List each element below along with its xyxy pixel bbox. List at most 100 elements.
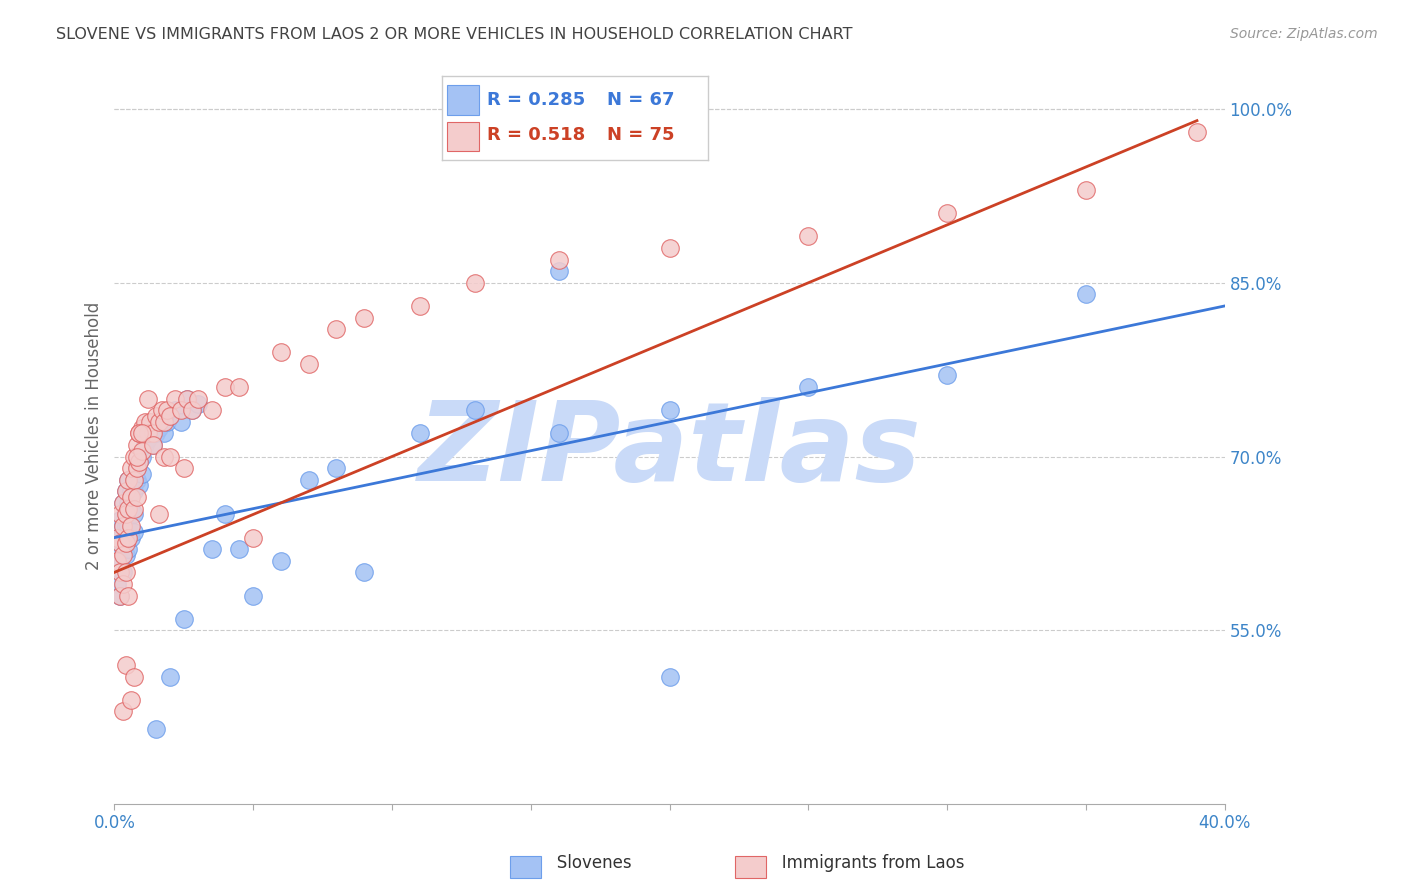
Point [142, 426, 165, 441]
Point [136, 392, 159, 406]
Point [409, 299, 432, 313]
Point [464, 403, 486, 417]
Point [153, 450, 176, 464]
Point [128, 478, 150, 492]
Point [181, 403, 204, 417]
Point [111, 496, 134, 510]
Point [136, 432, 159, 446]
Point [114, 519, 136, 533]
Point [145, 426, 167, 441]
Point [128, 455, 150, 469]
Point [108, 589, 131, 603]
Point [108, 536, 131, 550]
Point [797, 380, 820, 394]
Point [105, 554, 128, 568]
Point [108, 554, 131, 568]
Point [145, 722, 167, 736]
Point [173, 461, 195, 475]
Point [200, 403, 222, 417]
Point [111, 519, 134, 533]
Point [148, 508, 170, 522]
Point [156, 403, 179, 417]
Point [122, 501, 145, 516]
Point [111, 577, 134, 591]
Point [117, 531, 139, 545]
Text: Immigrants from Laos: Immigrants from Laos [766, 855, 965, 872]
Point [111, 548, 134, 562]
Point [111, 566, 134, 580]
Point [117, 542, 139, 557]
Point [165, 392, 187, 406]
Point [117, 473, 139, 487]
Point [325, 461, 347, 475]
Point [120, 692, 142, 706]
Point [117, 473, 139, 487]
Point [242, 589, 264, 603]
Point [270, 554, 292, 568]
Point [105, 531, 128, 545]
Point [105, 531, 128, 545]
Point [139, 426, 162, 441]
Point [114, 536, 136, 550]
Point [187, 392, 209, 406]
Point [325, 322, 347, 336]
Point [105, 577, 128, 591]
Point [547, 426, 569, 441]
Point [142, 438, 165, 452]
Point [936, 368, 959, 383]
Point [228, 380, 250, 394]
Point [111, 519, 134, 533]
Point [547, 252, 569, 267]
Point [228, 542, 250, 557]
Point [131, 443, 153, 458]
Point [122, 524, 145, 539]
Point [131, 467, 153, 481]
Point [159, 450, 181, 464]
Point [159, 409, 181, 423]
Point [134, 438, 156, 452]
Point [353, 566, 375, 580]
Point [114, 658, 136, 673]
Point [108, 589, 131, 603]
Point [125, 461, 148, 475]
Point [131, 420, 153, 434]
Point [122, 450, 145, 464]
Point [658, 241, 681, 255]
Point [125, 438, 148, 452]
Point [114, 484, 136, 499]
Point [176, 392, 198, 406]
Point [797, 229, 820, 244]
Point [114, 566, 136, 580]
Point [114, 484, 136, 499]
Point [139, 415, 162, 429]
Y-axis label: 2 or more Vehicles in Household: 2 or more Vehicles in Household [86, 302, 103, 570]
Point [1074, 183, 1097, 197]
Point [214, 380, 236, 394]
Point [658, 403, 681, 417]
Point [936, 206, 959, 220]
Point [108, 531, 131, 545]
Point [128, 426, 150, 441]
Point [148, 415, 170, 429]
Point [176, 392, 198, 406]
Text: Source: ZipAtlas.com: Source: ZipAtlas.com [1230, 27, 1378, 41]
Point [148, 420, 170, 434]
Point [125, 490, 148, 504]
Point [409, 426, 432, 441]
Point [173, 612, 195, 626]
Point [117, 519, 139, 533]
Point [120, 519, 142, 533]
Point [156, 415, 179, 429]
Point [114, 508, 136, 522]
Point [125, 461, 148, 475]
Point [142, 438, 165, 452]
Point [153, 426, 176, 441]
Point [128, 426, 150, 441]
Point [114, 548, 136, 562]
Point [270, 345, 292, 359]
Point [298, 473, 321, 487]
Point [547, 264, 569, 278]
Point [122, 484, 145, 499]
Point [200, 542, 222, 557]
Point [131, 450, 153, 464]
